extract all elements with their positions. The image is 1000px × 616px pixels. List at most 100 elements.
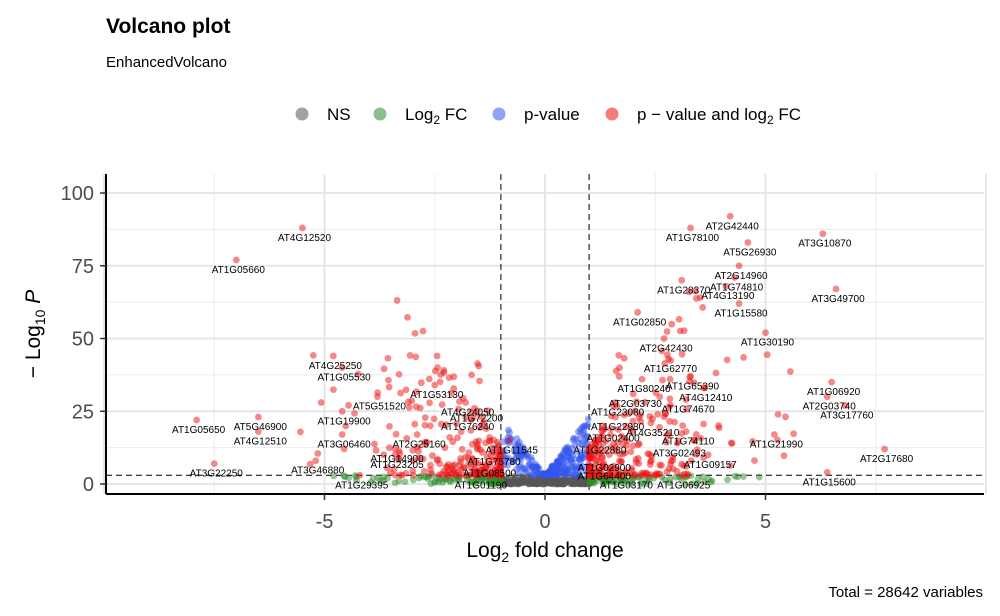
data-point [643,477,650,484]
data-point [425,375,433,383]
chart-subtitle: EnhancedVolcano [106,54,227,71]
data-point [774,410,782,418]
data-point [629,428,636,436]
data-point [715,422,722,429]
data-point [434,364,441,371]
data-point [565,446,573,454]
gene-label: AT1G74110 [662,437,715,448]
data-point [614,426,622,433]
labeled-point [484,460,492,468]
y-axis-title: − Log10 P [22,290,48,379]
data-point [529,463,536,471]
data-point [383,464,391,472]
data-point [678,350,686,358]
data-point [446,478,454,486]
data-point [581,422,589,430]
data-point [724,476,731,484]
gene-label: AT3G10870 [798,239,852,250]
data-point [467,416,475,424]
gene-label: AT1G23205 [370,460,424,471]
labeled-point [254,428,262,436]
data-point [666,417,673,425]
labeled-point [881,445,888,453]
labeled-point [819,230,827,238]
gene-label: AT2G42440 [706,221,760,232]
labeled-point [731,273,739,281]
data-point [386,469,394,477]
gene-label: AT1G15580 [714,309,768,320]
data-point [664,430,672,438]
gene-label: AT4G12510 [234,437,288,448]
data-point [629,442,637,450]
caption: Total = 28642 variables [828,584,983,601]
data-point [635,440,643,448]
labeled-point [413,431,421,438]
data-point [474,443,482,451]
y-tick-label: 25 [72,401,94,423]
data-point [601,447,609,455]
x-tick-label: -5 [316,511,334,533]
labeled-point [193,416,201,424]
gene-label: AT3G17760 [820,410,874,421]
data-point [739,473,747,480]
data-point [653,469,661,477]
labeled-point [673,439,681,447]
labeled-point [594,436,602,444]
data-point [569,451,577,459]
labeled-point [312,457,320,465]
legend-swatch [373,107,387,121]
labeled-point [254,413,262,421]
gene-label: AT5G51520 [353,402,407,413]
data-point [521,446,528,453]
data-point [712,369,720,377]
data-point [523,468,530,476]
data-point [442,421,450,429]
data-point [731,472,739,480]
gene-label: AT1G02900 [578,463,632,474]
labeled-point [299,224,306,232]
data-point [572,465,580,473]
data-point [684,470,691,478]
data-point [406,352,414,359]
x-tick-label: 5 [760,511,771,533]
data-point [445,374,453,382]
gene-label: AT1G15600 [803,477,857,488]
data-point [354,370,362,378]
data-point [666,395,674,403]
data-point [755,473,763,481]
data-point [430,479,438,486]
data-point [426,399,433,407]
data-point [617,458,625,466]
gene-label: AT1G11545 [485,445,538,456]
data-point [575,448,583,455]
data-point [590,479,598,487]
data-point [411,420,419,428]
data-point [570,434,577,442]
data-point [633,398,640,405]
data-point [656,423,664,431]
data-point [694,475,702,483]
data-point [396,471,404,479]
labeled-point [210,460,218,468]
gene-label: AT1G22880 [573,445,627,456]
data-point [661,360,669,367]
data-point [404,398,412,406]
legend-label: Log2 FC [405,105,467,127]
data-point [476,377,483,385]
data-point [506,429,513,437]
data-point [763,351,771,359]
gene-label: AT2G17680 [860,454,914,465]
gene-label: AT1G22980 [591,422,645,433]
labeled-point [660,335,668,342]
data-point [530,479,537,487]
data-point [509,458,517,466]
data-point [749,438,757,445]
data-point [697,434,705,442]
labeled-point [462,399,470,406]
gene-label: AT1G06920 [807,387,861,398]
labeled-point [744,239,752,246]
data-point [635,414,643,422]
data-point [669,465,677,473]
cutoff-lines [106,174,984,494]
